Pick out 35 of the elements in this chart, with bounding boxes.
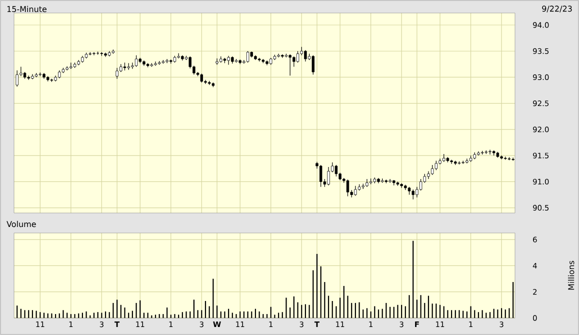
chart-title: 15-Minute xyxy=(7,6,47,12)
candlestick xyxy=(488,150,492,155)
candlestick xyxy=(92,52,96,56)
candlestick xyxy=(312,54,314,75)
candlestick xyxy=(131,62,134,70)
candlestick xyxy=(177,52,180,59)
candlestick xyxy=(366,178,368,188)
candlestick xyxy=(116,68,118,80)
candlestick xyxy=(419,178,422,191)
candlestick xyxy=(427,170,430,180)
candlestick xyxy=(400,182,403,188)
candlestick xyxy=(466,158,468,164)
candlestick xyxy=(296,50,300,63)
candlestick xyxy=(346,179,350,197)
candlestick xyxy=(430,164,434,176)
y-axis-title: Millions xyxy=(568,260,574,290)
candlestick xyxy=(304,50,307,62)
candlestick xyxy=(354,186,357,196)
candlestick xyxy=(277,53,280,58)
candlestick xyxy=(412,189,414,200)
candlestick xyxy=(327,166,330,186)
candlestick xyxy=(434,160,438,170)
candlestick xyxy=(216,58,218,65)
candlestick xyxy=(134,54,138,68)
candlestick xyxy=(334,164,338,177)
candlestick xyxy=(246,50,250,63)
text: 9/22/23 xyxy=(542,6,572,12)
candlestick xyxy=(512,157,514,162)
chart-title: Volume xyxy=(6,220,36,228)
candlestick xyxy=(31,74,34,80)
candlestick xyxy=(16,70,18,87)
candlestick xyxy=(319,164,322,188)
candlestick xyxy=(292,56,296,68)
candlestick xyxy=(288,54,292,76)
candlestick xyxy=(154,61,157,66)
